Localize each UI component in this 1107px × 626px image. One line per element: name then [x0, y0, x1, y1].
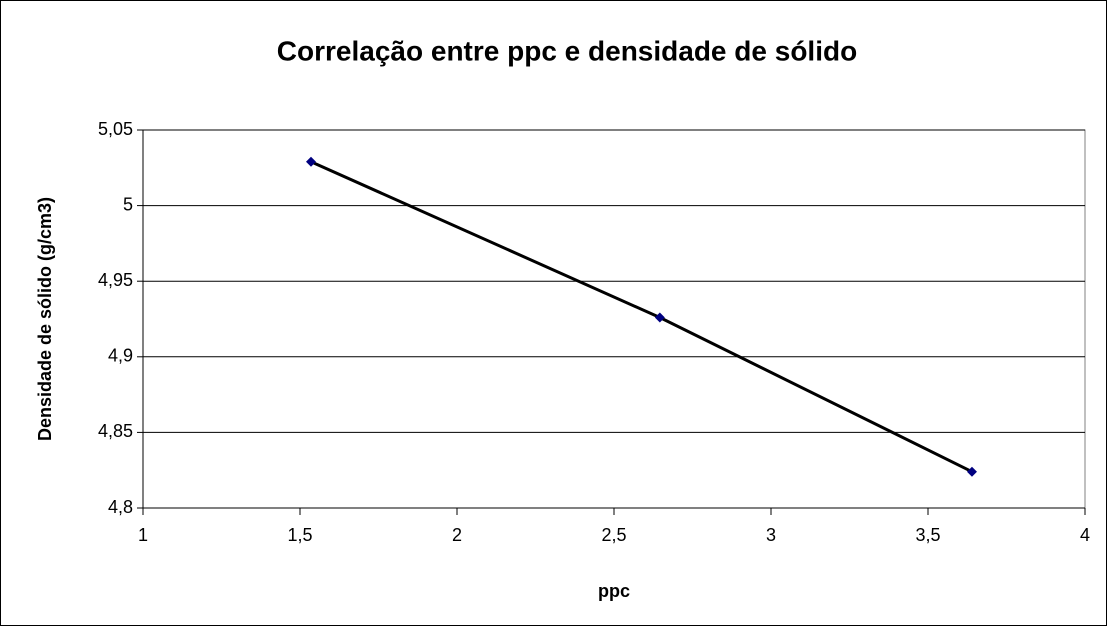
y-axis-label: Densidade de sólido (g/cm3) [35, 197, 55, 441]
y-tick-label: 5,05 [98, 119, 133, 139]
x-tick-label: 2,5 [601, 525, 626, 545]
x-tick-label: 2 [452, 525, 462, 545]
x-tick-label: 3,5 [915, 525, 940, 545]
y-tick-label: 4,85 [98, 421, 133, 441]
y-tick-label: 5 [123, 194, 133, 214]
x-tick-label: 1 [138, 525, 148, 545]
data-point [654, 312, 665, 323]
x-tick-label: 1,5 [287, 525, 312, 545]
chart-title: Correlação entre ppc e densidade de sóli… [277, 35, 857, 66]
data-point [966, 466, 977, 477]
y-tick-label: 4,8 [108, 497, 133, 517]
data-point [305, 156, 316, 167]
x-axis-label: ppc [598, 581, 630, 601]
y-tick-label: 4,95 [98, 270, 133, 290]
x-tick-label: 3 [766, 525, 776, 545]
plot-area [142, 129, 1086, 509]
x-tick-label: 4 [1080, 525, 1090, 545]
y-tick-label: 4,9 [108, 346, 133, 366]
